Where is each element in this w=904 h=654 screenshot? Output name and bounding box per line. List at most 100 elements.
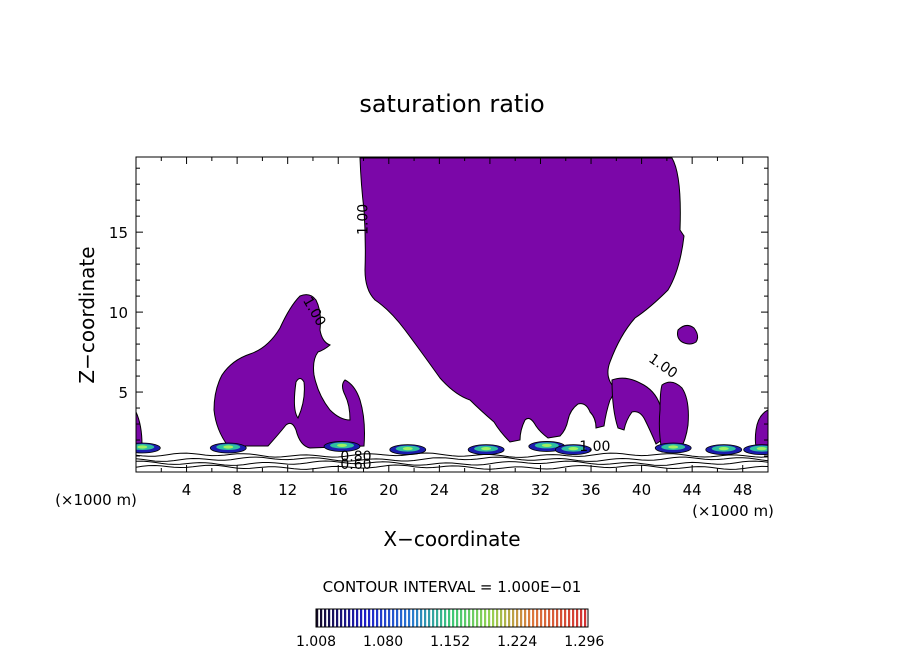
colorbar-swatch bbox=[412, 609, 414, 627]
colorbar-swatch bbox=[584, 609, 586, 627]
x-tick-label: 36 bbox=[581, 481, 600, 499]
x-axis-label: X−coordinate bbox=[383, 527, 520, 551]
colorbar-swatch bbox=[336, 609, 338, 627]
surface-contour-line bbox=[136, 453, 768, 457]
colorbar-swatch bbox=[556, 609, 558, 627]
colorbar-swatch bbox=[328, 609, 330, 627]
colorbar-swatch bbox=[416, 609, 418, 627]
colorbar-swatch bbox=[476, 609, 478, 627]
contour-label: 1.00 bbox=[579, 439, 610, 455]
surface-patch-peak bbox=[337, 444, 347, 447]
colorbar-swatch bbox=[516, 609, 518, 627]
colorbar-swatch bbox=[356, 609, 358, 627]
colorbar-swatch bbox=[440, 609, 442, 627]
colorbar-swatch bbox=[364, 609, 366, 627]
colorbar-swatch bbox=[372, 609, 374, 627]
x-tick-label: 40 bbox=[632, 481, 651, 499]
colorbar-swatch bbox=[320, 609, 322, 627]
surface-patch-peak bbox=[542, 444, 552, 447]
x-unit-right: (×1000 m) bbox=[692, 502, 774, 520]
colorbar-swatch bbox=[400, 609, 402, 627]
surface-patch-peak bbox=[668, 445, 678, 448]
colorbar-swatch bbox=[576, 609, 578, 627]
saturated-region-right-column bbox=[659, 382, 688, 452]
saturated-region-right-lobe bbox=[612, 378, 663, 444]
colorbar-swatch bbox=[484, 609, 486, 627]
surface-patch-peak bbox=[481, 447, 491, 450]
colorbar-swatch bbox=[540, 609, 542, 627]
contour-label: 1.00 bbox=[355, 204, 371, 235]
colorbar-swatch bbox=[512, 609, 514, 627]
y-axis-label: Z−coordinate bbox=[75, 246, 99, 383]
x-tick-label: 48 bbox=[733, 481, 752, 499]
colorbar-swatch bbox=[436, 609, 438, 627]
colorbar-swatch bbox=[368, 609, 370, 627]
colorbar-swatch bbox=[380, 609, 382, 627]
colorbar-swatch bbox=[548, 609, 550, 627]
surface-patches bbox=[124, 441, 779, 454]
colorbar-swatch bbox=[520, 609, 522, 627]
colorbar-label: 1.080 bbox=[363, 634, 403, 650]
colorbar-swatch bbox=[480, 609, 482, 627]
x-unit-left: (×1000 m) bbox=[55, 491, 137, 509]
colorbar-label: 1.296 bbox=[564, 634, 604, 650]
colorbar-swatch bbox=[408, 609, 410, 627]
x-tick-label: 16 bbox=[329, 481, 348, 499]
colorbar-swatch bbox=[544, 609, 546, 627]
contour-label: 0.60 bbox=[340, 457, 371, 473]
x-tick-label: 28 bbox=[480, 481, 499, 499]
x-tick-label: 44 bbox=[683, 481, 702, 499]
surface-patch-peak bbox=[757, 447, 767, 450]
y-tick-label: 5 bbox=[118, 384, 128, 402]
saturated-region-right-island bbox=[678, 325, 698, 344]
colorbar-swatch bbox=[468, 609, 470, 627]
surface-patch-peak bbox=[223, 445, 233, 448]
colorbar-swatch bbox=[420, 609, 422, 627]
colorbar-swatch bbox=[552, 609, 554, 627]
x-tick-label: 20 bbox=[379, 481, 398, 499]
colorbar-swatch bbox=[456, 609, 458, 627]
colorbar-swatch bbox=[428, 609, 430, 627]
colorbar bbox=[316, 609, 586, 627]
colorbar-swatch bbox=[504, 609, 506, 627]
colorbar-label: 1.152 bbox=[430, 634, 470, 650]
plot-area: 1.001.001.001.000.800.60 bbox=[124, 158, 779, 473]
colorbar-swatch bbox=[464, 609, 466, 627]
contour-interval: CONTOUR INTERVAL = 1.000E−01 bbox=[323, 578, 582, 596]
colorbar-swatch bbox=[532, 609, 534, 627]
colorbar-swatch bbox=[496, 609, 498, 627]
colorbar-swatch bbox=[324, 609, 326, 627]
colorbar-swatch bbox=[528, 609, 530, 627]
colorbar-swatch bbox=[388, 609, 390, 627]
colorbar-swatch bbox=[460, 609, 462, 627]
colorbar-label: 1.008 bbox=[296, 634, 336, 650]
colorbar-swatch bbox=[344, 609, 346, 627]
surface-patch-peak bbox=[137, 445, 147, 448]
colorbar-swatch bbox=[492, 609, 494, 627]
surface-patch-peak bbox=[403, 447, 413, 450]
colorbar-swatch bbox=[536, 609, 538, 627]
colorbar-swatch bbox=[568, 609, 570, 627]
chart-title: saturation ratio bbox=[359, 90, 544, 118]
surface-patch-peak bbox=[719, 447, 729, 450]
colorbar-swatch bbox=[384, 609, 386, 627]
surface-patch-peak bbox=[568, 447, 578, 450]
colorbar-swatch bbox=[572, 609, 574, 627]
colorbar-swatch bbox=[396, 609, 398, 627]
colorbar-swatch bbox=[348, 609, 350, 627]
colorbar-swatch bbox=[340, 609, 342, 627]
contour-label: 1.00 bbox=[645, 351, 680, 382]
colorbar-label: 1.224 bbox=[497, 634, 537, 650]
colorbar-swatch bbox=[488, 609, 490, 627]
colorbar-swatch bbox=[524, 609, 526, 627]
colorbar-swatch bbox=[392, 609, 394, 627]
surface-contour-line bbox=[136, 461, 768, 465]
colorbar-swatch bbox=[376, 609, 378, 627]
colorbar-swatch bbox=[360, 609, 362, 627]
colorbar-swatch bbox=[448, 609, 450, 627]
colorbar-swatch bbox=[452, 609, 454, 627]
x-tick-label: 32 bbox=[531, 481, 550, 499]
x-tick-label: 12 bbox=[278, 481, 297, 499]
colorbar-swatch bbox=[424, 609, 426, 627]
